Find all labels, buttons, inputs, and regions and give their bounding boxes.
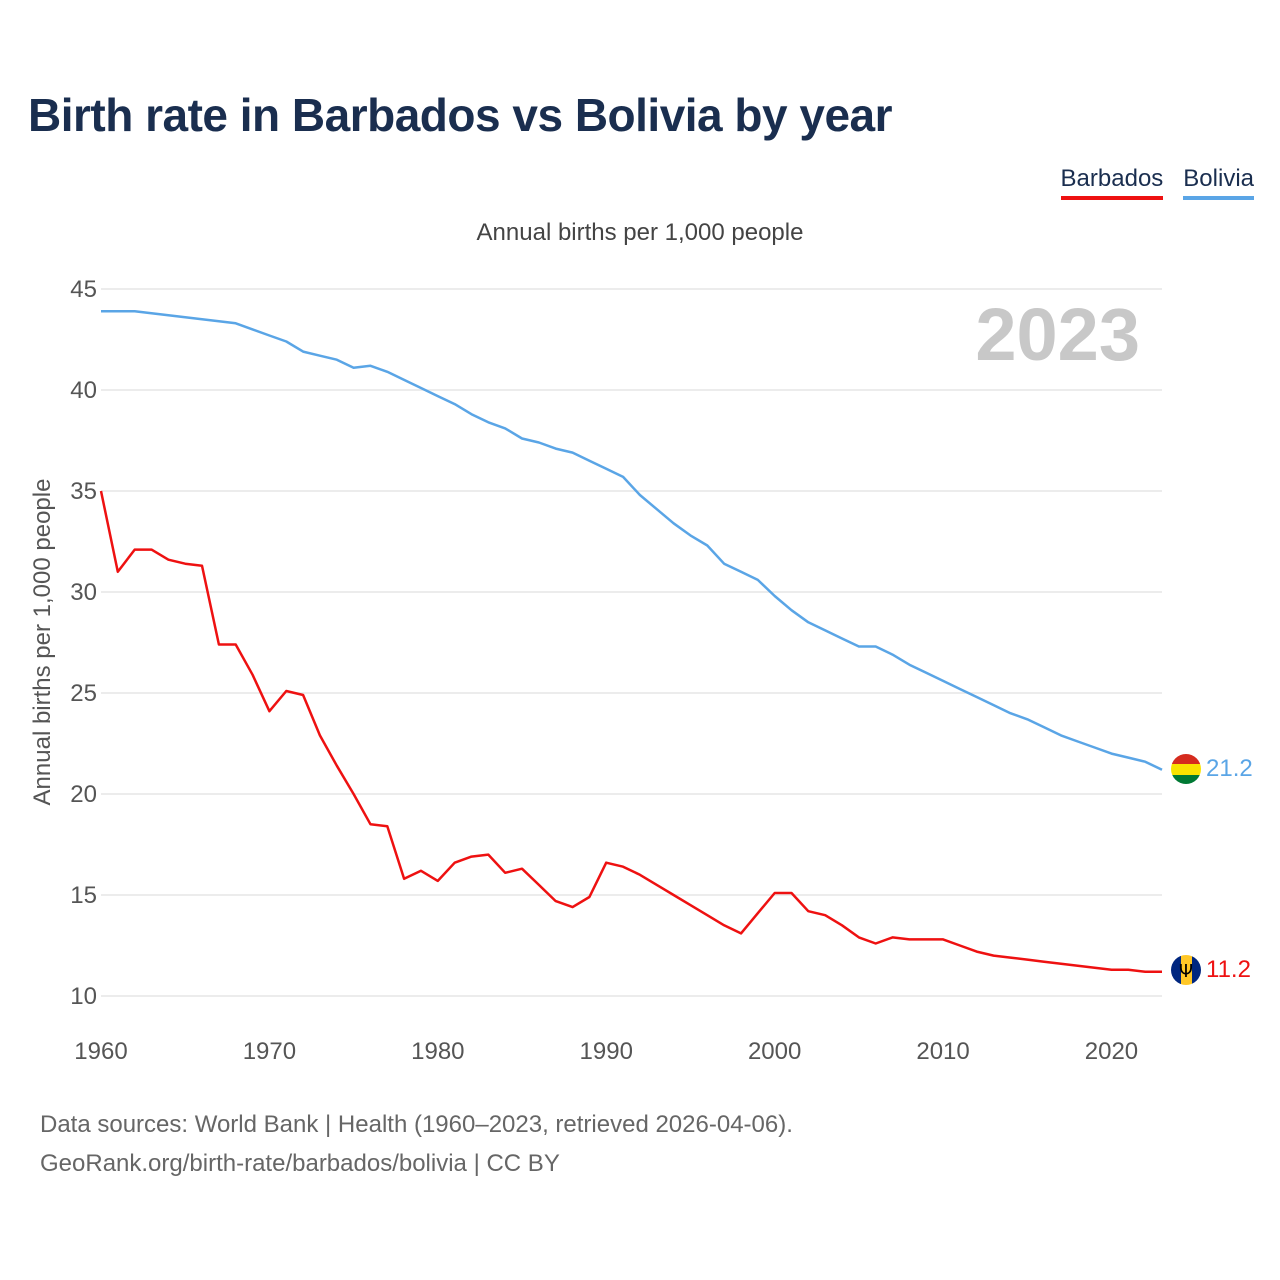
y-tick-label: 40: [70, 377, 97, 404]
bolivia-flag-icon: [1171, 754, 1201, 784]
series-line-bolivia[interactable]: [101, 309, 1163, 771]
y-tick-label: 20: [70, 781, 97, 808]
y-axis-ticks: 10 15 20 25 30 35 40 45: [70, 276, 97, 1010]
chart-title: Birth rate in Barbados vs Bolivia by yea…: [28, 89, 893, 141]
y-tick-label: 10: [70, 983, 97, 1010]
footer-sources: Data sources: World Bank | Health (1960–…: [40, 1111, 793, 1138]
footer-link[interactable]: GeoRank.org/birth-rate/barbados/bolivia …: [40, 1150, 560, 1177]
svg-text:Ψ: Ψ: [1179, 961, 1193, 982]
x-tick-label: 2000: [748, 1038, 801, 1065]
x-tick-label: 1970: [243, 1038, 296, 1065]
series-lines: [99, 309, 1163, 974]
gridlines: [101, 288, 1162, 997]
y-tick-label: 35: [70, 478, 97, 505]
end-label-bolivia: 21.2: [1206, 755, 1253, 782]
y-tick-label: 30: [70, 579, 97, 606]
x-tick-label: 2010: [916, 1038, 969, 1065]
chart-subtitle: Annual births per 1,000 people: [477, 219, 804, 246]
series-line-barbados[interactable]: [99, 490, 1162, 974]
y-tick-label: 45: [70, 276, 97, 303]
end-label-barbados: 11.2: [1206, 956, 1251, 983]
legend: Barbados Bolivia: [1060, 165, 1254, 200]
x-axis-ticks: 1960 1970 1980 1990 2000 2010 2020: [74, 1038, 1138, 1065]
x-tick-label: 2020: [1085, 1038, 1138, 1065]
footer: Data sources: World Bank | Health (1960–…: [40, 1105, 793, 1183]
x-tick-label: 1990: [580, 1038, 633, 1065]
legend-item-bolivia[interactable]: Bolivia: [1183, 165, 1254, 200]
y-axis-label: Annual births per 1,000 people: [29, 479, 56, 806]
y-tick-label: 25: [70, 680, 97, 707]
x-tick-label: 1960: [74, 1038, 127, 1065]
x-tick-label: 1980: [411, 1038, 464, 1065]
y-tick-label: 15: [70, 882, 97, 909]
barbados-flag-icon: Ψ: [1171, 955, 1201, 985]
legend-item-barbados[interactable]: Barbados: [1060, 165, 1164, 200]
year-watermark: 2023: [975, 293, 1140, 376]
chart-canvas: Annual births per 1,000 people 2023 10 15…: [29, 219, 1253, 1065]
